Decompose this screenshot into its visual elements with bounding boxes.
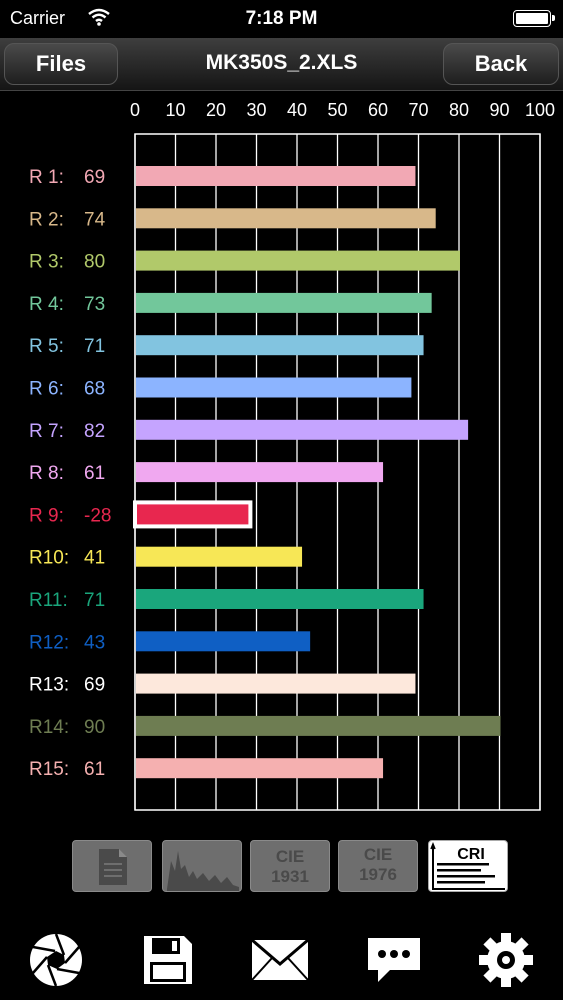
row-value: 61 — [84, 463, 105, 484]
cri-mode-button[interactable]: CRI — [428, 840, 508, 892]
bar — [136, 292, 432, 313]
plot-frame — [134, 133, 541, 811]
row-label: R 5: — [29, 336, 64, 357]
save-icon — [144, 936, 192, 984]
cie1931-mode-button[interactable]: CIE 1931 — [250, 840, 330, 892]
row-label: R 3: — [29, 252, 64, 273]
clock: 7:18 PM — [245, 8, 318, 29]
row-value: 74 — [84, 209, 106, 230]
x-tick-label: 10 — [165, 100, 185, 120]
x-tick-label: 70 — [408, 100, 428, 120]
x-tick-label: 30 — [246, 100, 266, 120]
x-tick-label: 80 — [449, 100, 469, 120]
settings-button[interactable] — [476, 930, 536, 990]
save-button[interactable] — [138, 930, 198, 990]
bar — [136, 546, 303, 567]
row-value: 71 — [84, 336, 105, 357]
row-label: R12: — [29, 632, 69, 653]
page-title: MK350S_2.XLS — [205, 51, 358, 74]
message-icon — [368, 938, 420, 982]
bar — [136, 673, 416, 694]
bar — [136, 166, 416, 186]
cri-icon: CRI — [430, 841, 505, 890]
row-label: R15: — [29, 759, 69, 780]
capture-button[interactable] — [26, 930, 86, 990]
row-value: 68 — [84, 379, 105, 400]
document-mode-button[interactable] — [72, 840, 152, 892]
row-label: R13: — [29, 675, 69, 696]
bar — [136, 589, 424, 609]
row-value: 71 — [84, 590, 105, 611]
mode-selector: CIE 1931 CIE 1976 CRI — [0, 838, 563, 898]
chart-svg: 0 10 20 30 40 50 60 70 80 90 100 R 1: 69 R 2: 74 R 3: 80… — [29, 100, 555, 811]
row-value: -28 — [84, 505, 111, 526]
row-value: 69 — [84, 167, 105, 188]
spectrum-mode-button[interactable] — [162, 840, 242, 892]
files-button[interactable]: Files — [4, 43, 118, 85]
bar — [136, 335, 424, 356]
row-label: R 9: — [29, 505, 64, 526]
bar — [136, 631, 311, 652]
row-value: 41 — [84, 548, 105, 569]
row-value: 80 — [84, 252, 105, 273]
back-button[interactable]: Back — [443, 43, 559, 85]
row-value: 82 — [84, 421, 105, 442]
row-value: 61 — [84, 759, 105, 780]
cri-bar-chart: 0 10 20 30 40 50 60 70 80 90 100 R 1: 69 R 2: 74 R 3: 80… — [0, 92, 563, 832]
x-tick-label: 60 — [368, 100, 388, 120]
svg-text:CRI: CRI — [457, 846, 485, 863]
row-value: 90 — [84, 717, 105, 738]
cie1931-label: CIE 1931 — [271, 847, 309, 886]
row-value: 73 — [84, 294, 105, 315]
x-tick-label: 0 — [130, 100, 140, 120]
bar — [136, 419, 469, 440]
row-label: R 4: — [29, 294, 64, 315]
bar — [136, 715, 501, 736]
x-tick-label: 50 — [327, 100, 347, 120]
x-tick-label: 90 — [489, 100, 509, 120]
camera-aperture-icon — [30, 933, 82, 987]
spectrum-icon — [167, 851, 239, 891]
toolbar — [0, 920, 563, 1000]
message-button[interactable] — [364, 930, 424, 990]
document-icon — [99, 849, 127, 885]
row-value: 43 — [84, 632, 105, 653]
wifi-icon — [88, 8, 110, 26]
battery-icon — [513, 10, 555, 27]
row-label: R10: — [29, 548, 69, 569]
cie1976-label: CIE 1976 — [359, 845, 397, 884]
row-label: R 2: — [29, 209, 64, 230]
bar — [136, 462, 384, 483]
row-label: R 7: — [29, 421, 64, 442]
bar — [136, 758, 384, 779]
mail-icon — [251, 938, 309, 981]
x-tick-label: 20 — [206, 100, 226, 120]
bar — [136, 208, 436, 229]
mail-button[interactable] — [250, 930, 310, 990]
gear-icon — [479, 933, 533, 987]
nav-bar: Files MK350S_2.XLS Back — [0, 38, 563, 91]
x-tick-label: 100 — [525, 100, 555, 120]
bar — [137, 504, 249, 525]
row-label: R 6: — [29, 379, 64, 400]
x-tick-label: 40 — [287, 100, 307, 120]
carrier-label: Carrier — [10, 8, 66, 28]
row-label: R 1: — [29, 167, 64, 188]
cie1976-mode-button[interactable]: CIE 1976 — [338, 840, 418, 892]
status-bar: Carrier 7:18 PM — [0, 0, 563, 38]
row-label: R 8: — [29, 463, 64, 484]
bar — [136, 377, 412, 398]
row-label: R11: — [29, 590, 68, 611]
row-value: 69 — [84, 675, 105, 696]
row-label: R14: — [29, 717, 69, 738]
bar — [136, 250, 460, 271]
